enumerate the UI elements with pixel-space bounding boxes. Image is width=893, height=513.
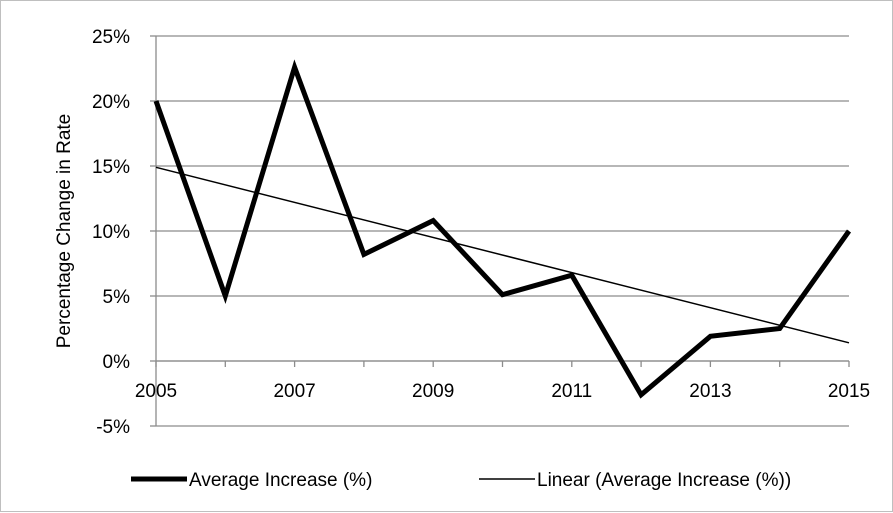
y-tick-label: 20% (92, 92, 130, 113)
y-tick-label: 10% (92, 222, 130, 243)
x-axis-ticks: 2005 2007 2009 2011 2013 2015 (135, 381, 870, 402)
y-axis-title: Percentage Change in Rate (54, 114, 75, 349)
x-tick-label: 2007 (273, 381, 315, 402)
gridlines (156, 35, 849, 427)
series-line-linear-trend (155, 166, 850, 344)
x-tick-label: 2013 (689, 381, 731, 402)
y-tick-label: 0% (103, 352, 131, 373)
x-tick-label: 2005 (135, 381, 177, 402)
legend-label-average-increase: Average Increase (%) (189, 470, 372, 491)
y-axis-ticks: 25% 20% 15% 10% 5% 0% -5% (92, 27, 130, 438)
y-tick-label: 15% (92, 157, 130, 178)
y-tick-label: -5% (96, 417, 130, 438)
x-tick-label: 2009 (412, 381, 454, 402)
series-line-average-increase (153, 59, 852, 399)
axes (150, 35, 850, 427)
x-tick-label: 2011 (551, 381, 592, 402)
y-tick-label: 5% (103, 287, 131, 308)
x-tick-label: 2015 (828, 381, 870, 402)
y-tick-label: 25% (92, 27, 130, 48)
series-lines (153, 59, 852, 399)
legend-label-linear-trend: Linear (Average Increase (%)) (537, 470, 791, 491)
legend: Average Increase (%) Linear (Average Incr… (131, 470, 791, 491)
